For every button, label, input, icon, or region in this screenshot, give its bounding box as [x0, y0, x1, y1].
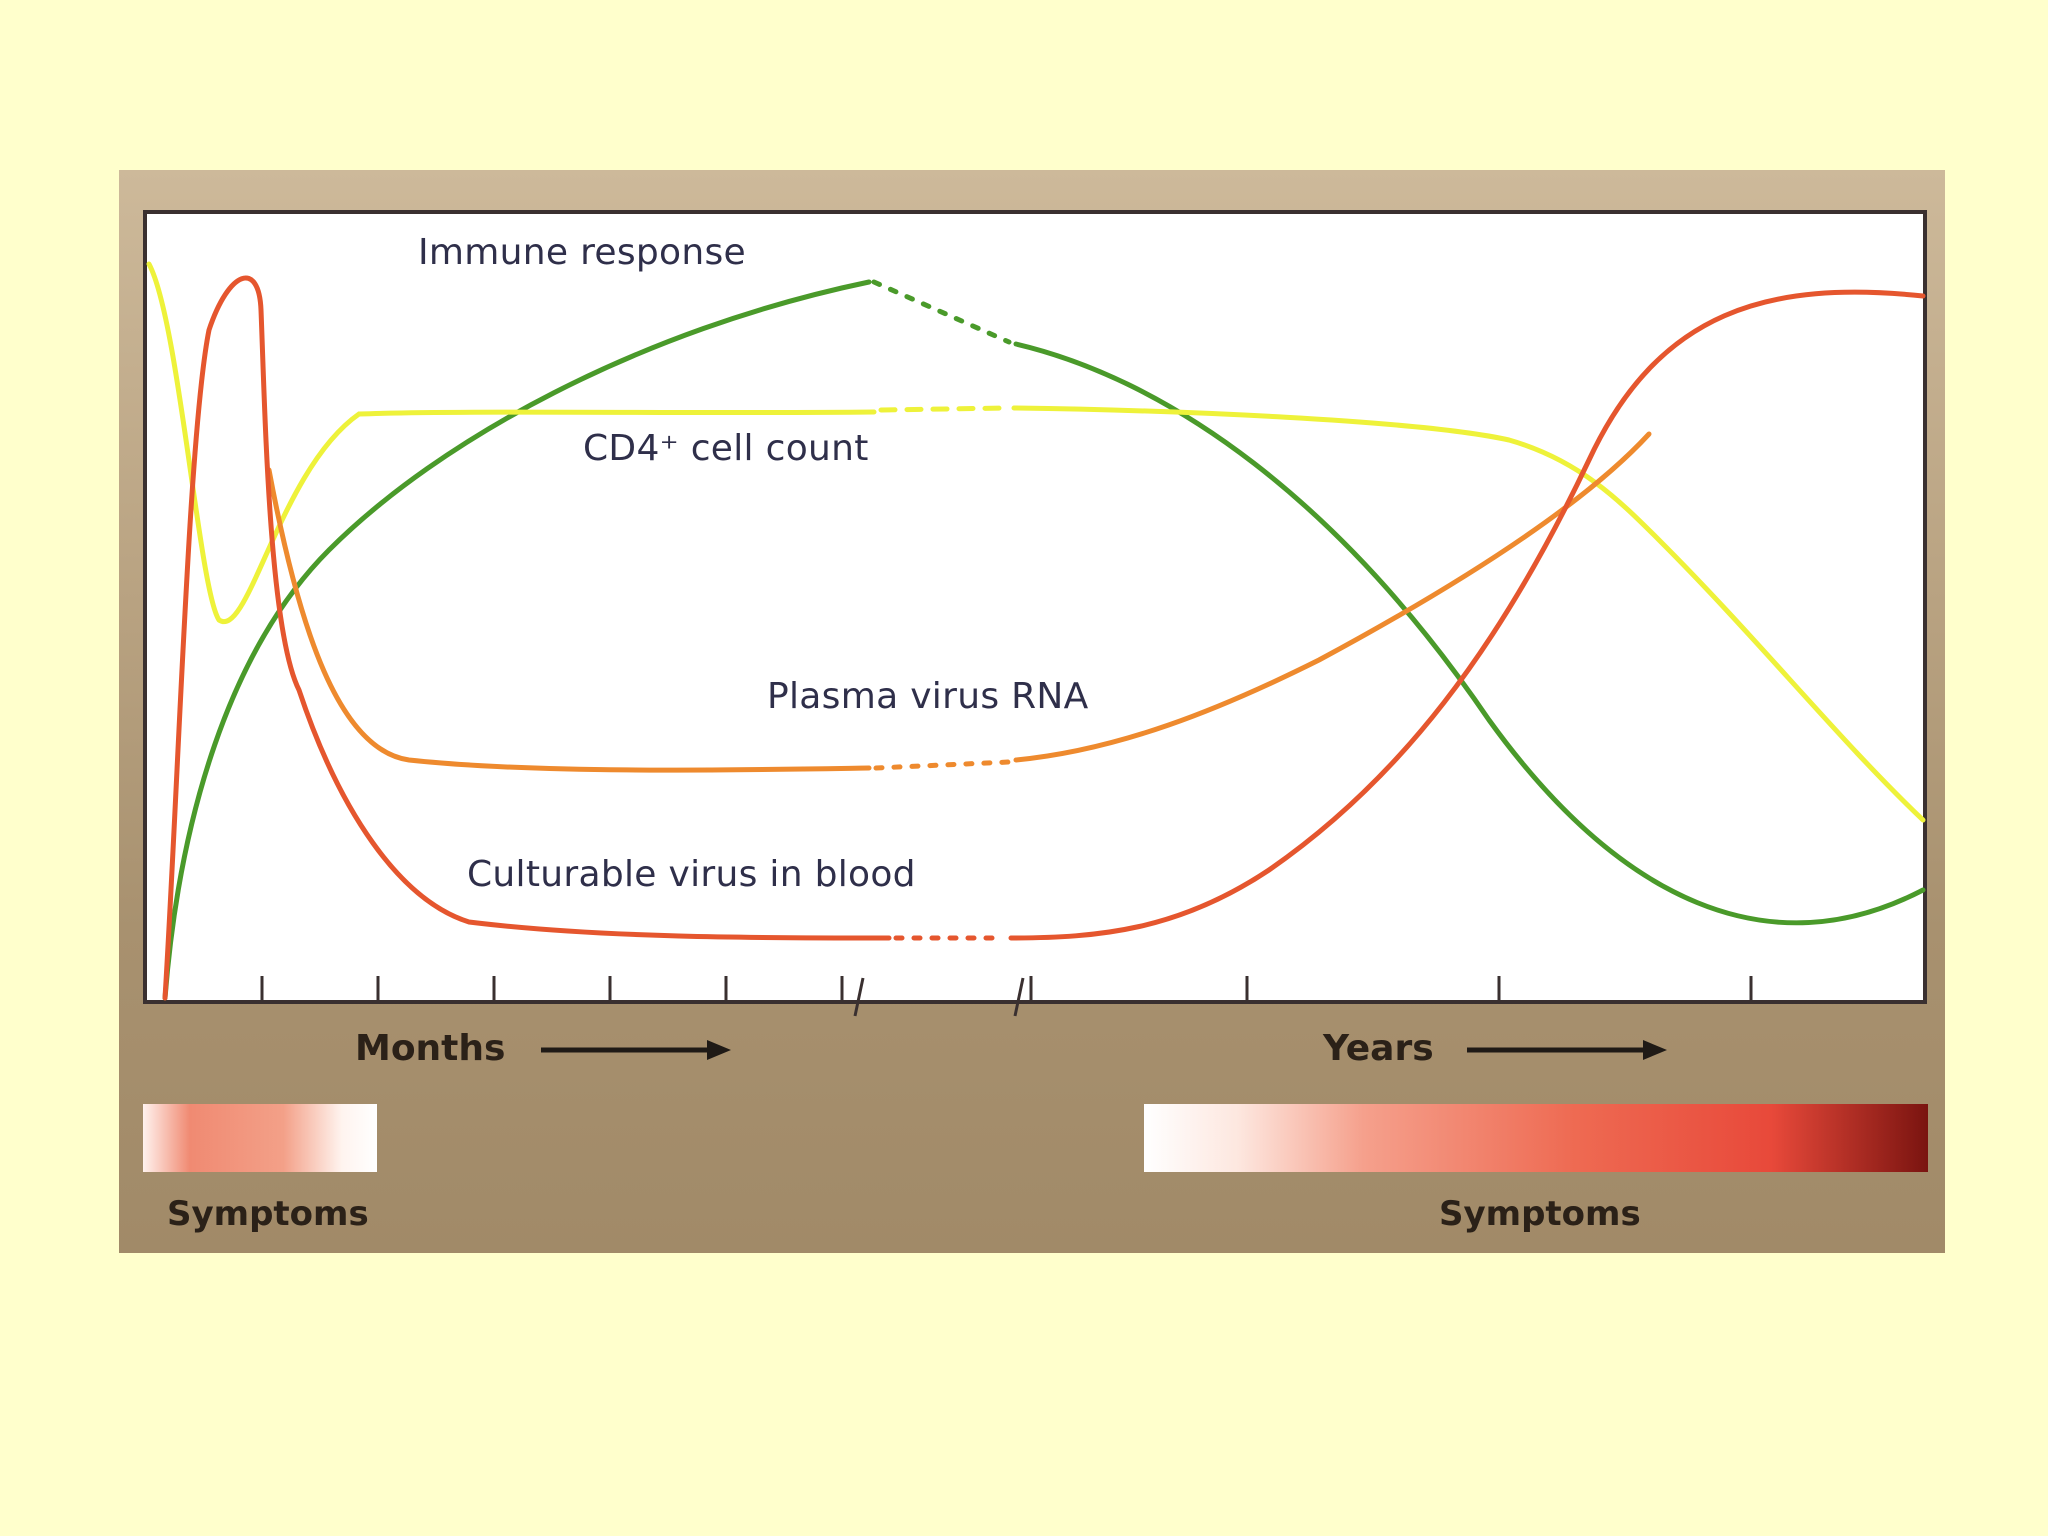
series-label-cd4-cell-count: CD4⁺ cell count [583, 428, 869, 469]
series-label-plasma-virus-rna: Plasma virus RNA [767, 676, 1089, 717]
series-line-plasma-virus-rna-late [1013, 431, 1652, 763]
months-arrow-icon [541, 1040, 731, 1060]
years-arrow-icon [1467, 1040, 1667, 1060]
series-gap-plasma-virus-rna [873, 759, 1012, 771]
symptom-label-late: Symptoms [1439, 1194, 1641, 1234]
series-line-plasma-virus-rna [266, 467, 872, 773]
axis-break-mark [1013, 977, 1025, 1017]
x-axis-label-months: Months [355, 1028, 506, 1069]
series-line-cd4-cell-count-late [1011, 405, 1926, 823]
x-axis-label-years: Years [1323, 1028, 1434, 1069]
series-label-culturable-virus: Culturable virus in blood [467, 854, 916, 895]
series-line-culturable-virus-late [1008, 289, 1926, 941]
series-line-immune-response [162, 279, 872, 1001]
x-axis-ticks [260, 976, 1753, 1002]
axis-break-mark [853, 977, 865, 1017]
figure-panel: Immune response CD4⁺ cell count Plasma v… [119, 170, 1945, 1253]
symptom-bar-early [143, 1104, 377, 1172]
series-line-culturable-virus [162, 275, 892, 1001]
series-gap-cd4-cell-count [878, 405, 1010, 413]
symptom-label-early: Symptoms [167, 1194, 369, 1234]
plot-background [143, 210, 1927, 1004]
symptom-bar-late [1144, 1104, 1928, 1172]
series-label-immune-response: Immune response [418, 232, 746, 273]
plot-area [143, 210, 1928, 1172]
series-gap-immune-response [871, 279, 1012, 345]
axis-break [853, 977, 1025, 1017]
series-line-immune-response-late [1013, 341, 1926, 926]
